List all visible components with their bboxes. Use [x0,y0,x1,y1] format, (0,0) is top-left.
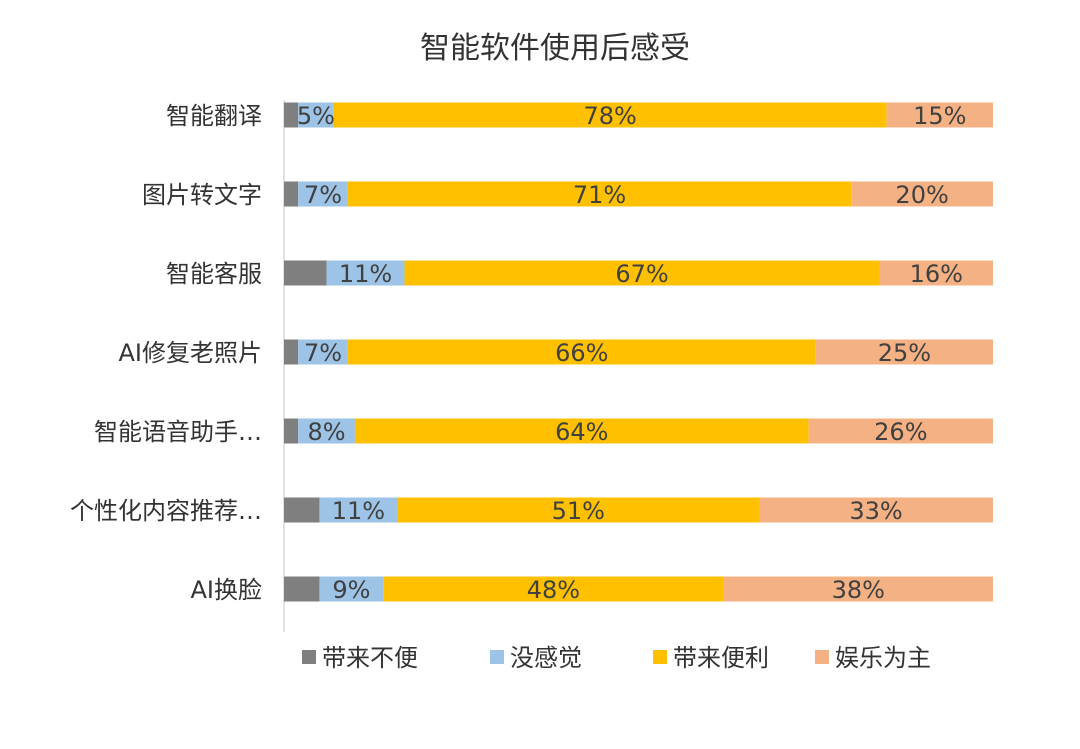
bar-segment [808,418,993,444]
bar-segment [298,418,355,444]
data-label: 7% [304,181,342,209]
bar-segment [284,181,299,207]
category-label: 个性化内容推荐… [70,497,262,525]
bar-segment [347,339,816,365]
legend-swatch [653,650,667,664]
data-label: 71% [573,181,626,209]
data-label: 51% [552,497,605,525]
data-label: 9% [332,576,370,604]
category-label: AI修复老照片 [119,339,263,367]
bar-segment [319,576,384,602]
bar-segment [326,260,405,286]
legend-swatch [815,650,829,664]
data-label: 15% [913,102,966,130]
data-label: 11% [332,497,385,525]
bar-segment [815,339,993,365]
legend: 带来不便 没感觉 带来便利 娱乐为主 [302,644,931,672]
bar-segment [333,102,887,128]
legend-swatch [490,650,504,664]
category-label: 图片转文字 [142,181,262,209]
legend-label: 带来便利 [673,644,769,672]
legend-label: 带来不便 [322,644,418,672]
category-label: 智能客服 [166,260,262,288]
bar-segment [397,497,760,523]
bar-segment [886,102,993,128]
data-label: 16% [910,260,963,288]
bar-segment [759,497,993,523]
bar-segment [284,339,299,365]
bar-segment [347,181,852,207]
bar-segment [383,576,724,602]
legend-swatch [302,650,316,664]
bar-segment [284,102,299,128]
data-label: 48% [527,576,580,604]
data-label: 38% [832,576,885,604]
category-label: AI换脸 [191,576,263,604]
data-label: 5% [297,102,335,130]
chart-title: 智能软件使用后感受 [420,31,690,66]
bar-segment [284,418,299,444]
bar-segment [879,260,993,286]
bar-segment [298,102,334,128]
data-label: 66% [555,339,608,367]
legend-label: 没感觉 [510,644,582,672]
legend-label: 娱乐为主 [835,644,931,672]
data-label: 78% [583,102,636,130]
bar-segment [404,260,880,286]
category-label: 智能翻译 [166,102,262,130]
data-label: 8% [308,418,346,446]
data-label: 11% [339,260,392,288]
data-label: 25% [878,339,931,367]
category-label: 智能语音助手… [94,418,262,446]
bar-segment [284,260,327,286]
data-label: 33% [849,497,902,525]
data-label: 20% [895,181,948,209]
data-label: 64% [555,418,608,446]
bar-segment [354,418,809,444]
bar-segment [851,181,993,207]
bar-segment [298,339,348,365]
bar-segment [319,497,398,523]
bar-segment [284,497,320,523]
data-label: 7% [304,339,342,367]
data-label: 26% [874,418,927,446]
bars: 5% 78% 15% 7% 71% 20% 11% 67% 16% 7% 66% 25% 8% 64% 26… [284,102,993,604]
data-label: 67% [615,260,668,288]
bar-segment [723,576,993,602]
bar-segment [284,576,320,602]
bar-segment [298,181,348,207]
